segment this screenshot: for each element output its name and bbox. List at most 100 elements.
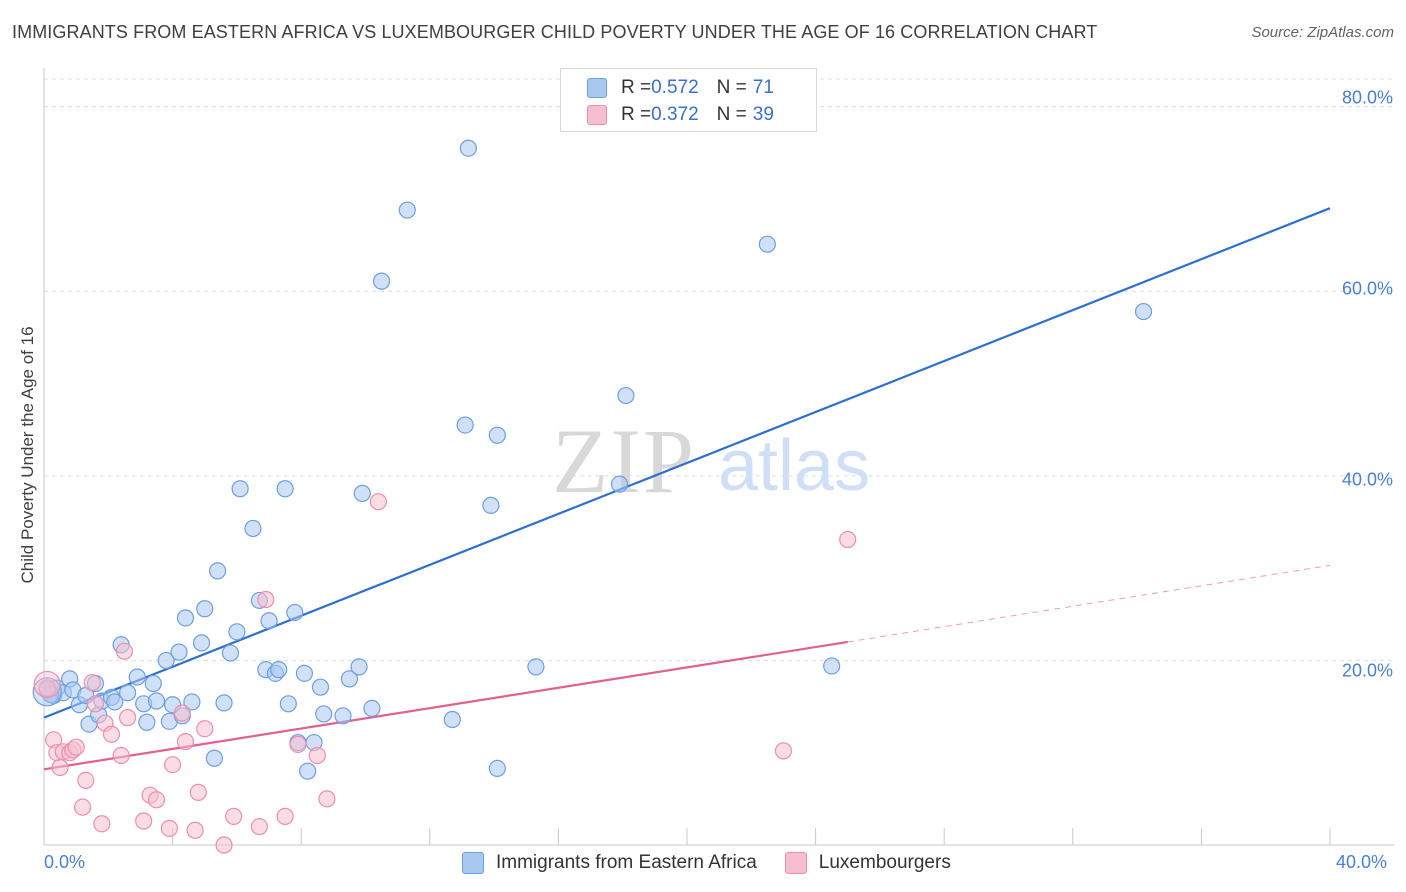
data-point-luxembourgers (289, 735, 307, 754)
y-tick-label: 40.0% (1341, 469, 1393, 490)
data-point-eastern-africa (192, 634, 211, 652)
data-point-eastern-africa (196, 600, 214, 618)
legend-n-value: 39 (752, 104, 774, 125)
data-point-eastern-africa (286, 603, 304, 622)
legend-r-value: 0.572 (651, 77, 699, 98)
legend-label-luxembourgers: Luxembourgers (818, 852, 951, 873)
data-point-luxembourgers (250, 817, 269, 836)
data-point-eastern-africa (295, 664, 314, 682)
data-point-luxembourgers (196, 720, 214, 738)
data-point-eastern-africa (617, 386, 635, 405)
data-point-eastern-africa (363, 699, 381, 718)
data-point-eastern-africa (176, 609, 195, 627)
data-point-eastern-africa (459, 139, 477, 157)
data-point-eastern-africa (144, 674, 162, 693)
data-point-eastern-africa (456, 416, 474, 434)
data-point-luxembourgers (225, 807, 243, 825)
data-point-eastern-africa (231, 480, 249, 498)
y-tick-label: 20.0% (1341, 660, 1393, 681)
data-point-eastern-africa (244, 519, 262, 538)
legend-n-value: 71 (752, 77, 774, 98)
data-point-luxembourgers (308, 746, 326, 765)
data-point-luxembourgers (173, 704, 191, 722)
data-point-eastern-africa (128, 668, 146, 686)
data-point-eastern-africa (170, 643, 188, 661)
data-point-luxembourgers (38, 679, 56, 697)
data-point-eastern-africa (488, 426, 506, 444)
legend-swatch-blue (462, 852, 484, 874)
x-tick-label: 40.0% (1336, 852, 1388, 872)
data-point-eastern-africa (610, 475, 629, 493)
data-point-luxembourgers (257, 590, 275, 609)
data-point-eastern-africa (299, 762, 317, 780)
legend-item-eastern-africa: Immigrants from Eastern Africa (462, 852, 757, 874)
data-point-eastern-africa (221, 644, 240, 662)
data-point-luxembourgers (102, 725, 121, 743)
data-point-luxembourgers (164, 756, 182, 774)
watermark: ZIP atlas (552, 410, 870, 512)
data-point-eastern-africa (315, 705, 333, 723)
legend-swatch-pink (587, 105, 607, 125)
data-point-luxembourgers (276, 807, 294, 825)
data-point-eastern-africa (340, 670, 359, 688)
watermark-zip: ZIP (552, 410, 696, 512)
data-point-luxembourgers (67, 738, 85, 756)
trendline-luxembourgers-extension (847, 564, 1331, 643)
data-point-eastern-africa (823, 657, 841, 675)
legend-label-eastern-africa: Immigrants from Eastern Africa (496, 852, 757, 873)
data-point-eastern-africa (353, 484, 371, 502)
data-point-luxembourgers (33, 670, 61, 699)
legend-n-label: N = (716, 77, 747, 98)
data-point-eastern-africa (311, 678, 330, 696)
series-eastern-africa (32, 139, 1153, 780)
data-point-luxembourgers (160, 819, 178, 837)
data-point-eastern-africa (260, 612, 278, 630)
series-legend: Immigrants from Eastern Africa Luxembour… (462, 852, 979, 874)
data-point-eastern-africa (228, 623, 246, 641)
data-point-eastern-africa (118, 684, 137, 702)
data-point-luxembourgers (51, 758, 69, 777)
data-point-eastern-africa (157, 651, 175, 670)
data-point-eastern-africa (205, 749, 223, 767)
axes (43, 68, 1394, 846)
data-point-eastern-africa (183, 693, 201, 711)
legend-r-label: R = (621, 104, 652, 125)
data-point-eastern-africa (443, 710, 461, 729)
data-point-eastern-africa (270, 661, 288, 679)
data-point-luxembourgers (93, 815, 111, 833)
data-point-eastern-africa (1134, 302, 1153, 321)
correlation-legend: R = 0.572 N = 71 R = 0.372 N = 39 (560, 68, 817, 132)
legend-row-luxembourgers: R = 0.372 N = 39 (587, 104, 774, 126)
trendline-eastern-africa (43, 207, 1331, 719)
legend-item-luxembourgers: Luxembourgers (784, 852, 951, 874)
series-luxembourgers (33, 493, 857, 854)
legend-r-value: 0.372 (651, 104, 699, 125)
legend-swatch-pink (784, 852, 807, 874)
data-point-luxembourgers (73, 798, 92, 816)
data-point-luxembourgers (839, 530, 857, 549)
data-point-luxembourgers (176, 733, 195, 751)
data-point-eastern-africa (398, 201, 416, 219)
data-point-eastern-africa (350, 658, 368, 676)
watermark-atlas: atlas (718, 426, 870, 506)
data-point-eastern-africa (215, 694, 233, 712)
data-point-eastern-africa (147, 692, 166, 710)
x-tick-label: 0.0% (44, 852, 86, 872)
data-point-luxembourgers (118, 709, 137, 727)
data-point-luxembourgers (774, 742, 793, 760)
data-point-eastern-africa (106, 693, 124, 711)
data-point-eastern-africa (138, 713, 156, 731)
legend-swatch-blue (587, 78, 607, 98)
trendline-luxembourgers (43, 640, 848, 771)
gridlines (44, 78, 1394, 661)
legend-n-label: N = (716, 104, 747, 125)
data-point-eastern-africa (758, 235, 776, 253)
data-point-luxembourgers (77, 771, 95, 789)
data-point-luxembourgers (189, 783, 207, 801)
source-label: Source: ZipAtlas.com (1251, 24, 1394, 41)
data-point-eastern-africa (209, 562, 227, 580)
data-point-luxembourgers (215, 836, 233, 854)
data-point-eastern-africa (527, 658, 545, 676)
data-point-luxembourgers (318, 790, 336, 808)
